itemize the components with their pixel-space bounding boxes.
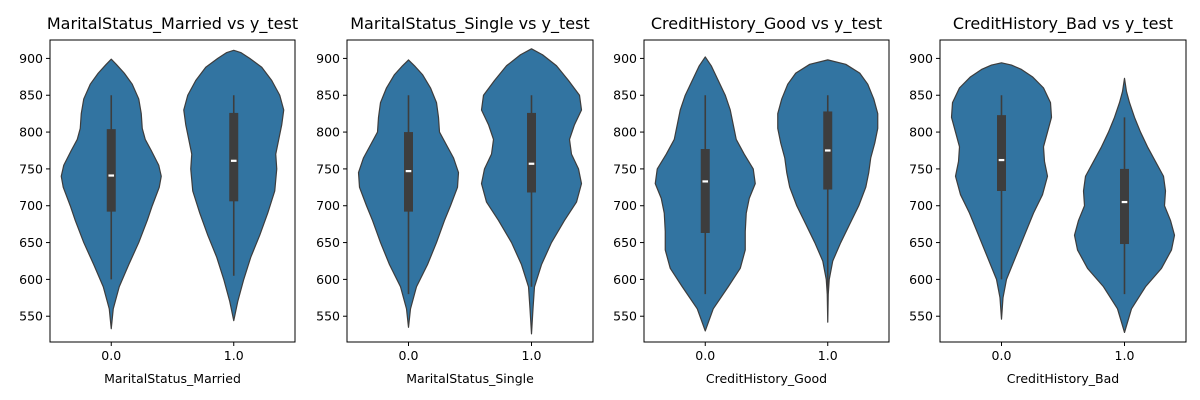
x-tick-label: 1.0 xyxy=(522,348,542,363)
y-tick-label: 700 xyxy=(613,198,637,213)
x-tick-label: 1.0 xyxy=(818,348,838,363)
y-tick-label: 700 xyxy=(316,198,340,213)
y-tick-label: 800 xyxy=(19,125,43,140)
axes-frame xyxy=(643,39,890,343)
y-tick-label: 700 xyxy=(19,198,43,213)
subplot-3: 550 600 650 700 750 800 850 900 0.0 1.0 CreditHist… xyxy=(613,14,890,386)
axes-frame xyxy=(49,39,296,343)
iqr-box-0.0 xyxy=(700,149,710,233)
y-tick-label: 750 xyxy=(613,161,637,176)
y-tick-label: 750 xyxy=(909,161,933,176)
y-tick-label: 850 xyxy=(19,88,43,103)
x-axis-label: MaritalStatus_Single xyxy=(406,371,534,386)
y-tick-label: 550 xyxy=(316,309,340,324)
y-tick-label: 550 xyxy=(909,309,933,324)
y-tick-label: 900 xyxy=(316,51,340,66)
y-tick-label: 650 xyxy=(19,235,43,250)
iqr-box-1.0 xyxy=(229,112,239,202)
y-tick-label: 900 xyxy=(613,51,637,66)
y-tick-label: 750 xyxy=(19,161,43,176)
y-tick-label: 800 xyxy=(316,125,340,140)
median-marker-0.0 xyxy=(108,174,115,177)
median-marker-0.0 xyxy=(405,170,412,173)
y-tick-label: 900 xyxy=(19,51,43,66)
x-tick-label: 0.0 xyxy=(399,348,419,363)
chart-title: MaritalStatus_Single vs y_test xyxy=(350,14,590,34)
median-marker-0.0 xyxy=(702,180,709,183)
x-axis-label: MaritalStatus_Married xyxy=(104,371,241,386)
y-tick-label: 850 xyxy=(613,88,637,103)
y-tick-label: 850 xyxy=(316,88,340,103)
y-tick-label: 600 xyxy=(613,272,637,287)
y-tick-label: 550 xyxy=(613,309,637,324)
median-marker-1.0 xyxy=(824,149,831,152)
subplot-2: 550 600 650 700 750 800 850 900 0.0 1.0 MaritalSta… xyxy=(316,14,594,386)
axes-frame xyxy=(939,39,1187,343)
y-tick-label: 850 xyxy=(909,88,933,103)
y-tick-label: 750 xyxy=(316,161,340,176)
y-tick-label: 600 xyxy=(316,272,340,287)
median-marker-1.0 xyxy=(528,162,535,165)
y-tick-label: 700 xyxy=(909,198,933,213)
chart-title: CreditHistory_Good vs y_test xyxy=(651,14,882,34)
axes-frame xyxy=(346,39,594,343)
median-marker-1.0 xyxy=(1121,200,1128,204)
x-tick-label: 0.0 xyxy=(992,348,1012,363)
subplot-1: 550 600 650 700 750 800 850 900 0.0 1.0 MaritalSta… xyxy=(19,14,298,386)
x-axis-label: CreditHistory_Bad xyxy=(1007,371,1119,386)
x-tick-label: 1.0 xyxy=(224,348,244,363)
x-tick-label: 1.0 xyxy=(1115,348,1135,363)
y-tick-label: 600 xyxy=(909,272,933,287)
iqr-box-1.0 xyxy=(1120,168,1129,245)
y-tick-label: 900 xyxy=(909,51,933,66)
y-tick-label: 800 xyxy=(909,125,933,140)
subplot-4: 550 600 650 700 750 800 850 900 0.0 1.0 CreditHist… xyxy=(909,14,1187,386)
x-axis-label: CreditHistory_Good xyxy=(706,371,827,386)
y-tick-label: 650 xyxy=(316,235,340,250)
y-tick-label: 600 xyxy=(19,272,43,287)
chart-title: MaritalStatus_Married vs y_test xyxy=(47,14,298,34)
y-tick-label: 550 xyxy=(19,309,43,324)
y-tick-label: 800 xyxy=(613,125,637,140)
median-marker-1.0 xyxy=(230,159,237,162)
x-tick-label: 0.0 xyxy=(695,348,715,363)
iqr-box-0.0 xyxy=(997,115,1006,191)
iqr-box-1.0 xyxy=(527,112,536,193)
x-tick-label: 0.0 xyxy=(101,348,121,363)
chart-title: CreditHistory_Bad vs y_test xyxy=(953,14,1173,34)
iqr-box-0.0 xyxy=(106,129,116,212)
y-tick-label: 650 xyxy=(909,235,933,250)
y-tick-label: 650 xyxy=(613,235,637,250)
median-marker-0.0 xyxy=(998,158,1005,162)
